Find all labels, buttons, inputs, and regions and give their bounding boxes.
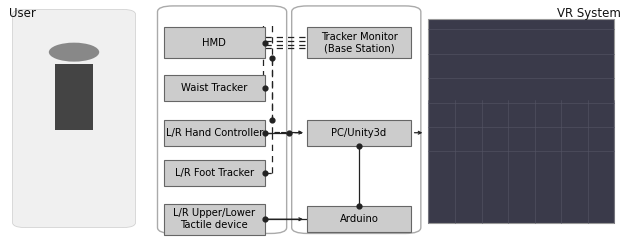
- Point: [284, 131, 294, 135]
- Point: [260, 131, 270, 135]
- Text: Waist Tracker: Waist Tracker: [181, 83, 248, 93]
- Point: [354, 144, 364, 148]
- Point: [260, 86, 270, 90]
- Text: User: User: [9, 7, 37, 20]
- FancyBboxPatch shape: [428, 19, 614, 223]
- Text: PC/Unity3d: PC/Unity3d: [331, 128, 387, 138]
- FancyBboxPatch shape: [307, 206, 411, 232]
- FancyBboxPatch shape: [307, 27, 411, 58]
- FancyBboxPatch shape: [13, 9, 135, 228]
- Point: [260, 171, 270, 175]
- Text: Tracker Monitor
(Base Station): Tracker Monitor (Base Station): [321, 32, 398, 54]
- FancyBboxPatch shape: [307, 120, 411, 146]
- Text: HMD: HMD: [202, 38, 226, 48]
- Text: VR System: VR System: [557, 7, 621, 20]
- FancyBboxPatch shape: [164, 120, 265, 146]
- FancyBboxPatch shape: [164, 75, 265, 101]
- Circle shape: [49, 43, 100, 62]
- FancyBboxPatch shape: [164, 204, 265, 235]
- Point: [260, 41, 270, 45]
- Text: L/R Upper/Lower
Tactile device: L/R Upper/Lower Tactile device: [173, 208, 255, 230]
- FancyBboxPatch shape: [55, 64, 93, 130]
- Text: L/R Foot Tracker: L/R Foot Tracker: [175, 168, 254, 178]
- Point: [260, 217, 270, 221]
- Text: L/R Hand Controller: L/R Hand Controller: [166, 128, 263, 138]
- FancyBboxPatch shape: [164, 27, 265, 58]
- Point: [267, 118, 277, 122]
- Text: Arduino: Arduino: [340, 214, 379, 224]
- FancyBboxPatch shape: [164, 160, 265, 186]
- Point: [267, 56, 277, 60]
- Point: [354, 204, 364, 208]
